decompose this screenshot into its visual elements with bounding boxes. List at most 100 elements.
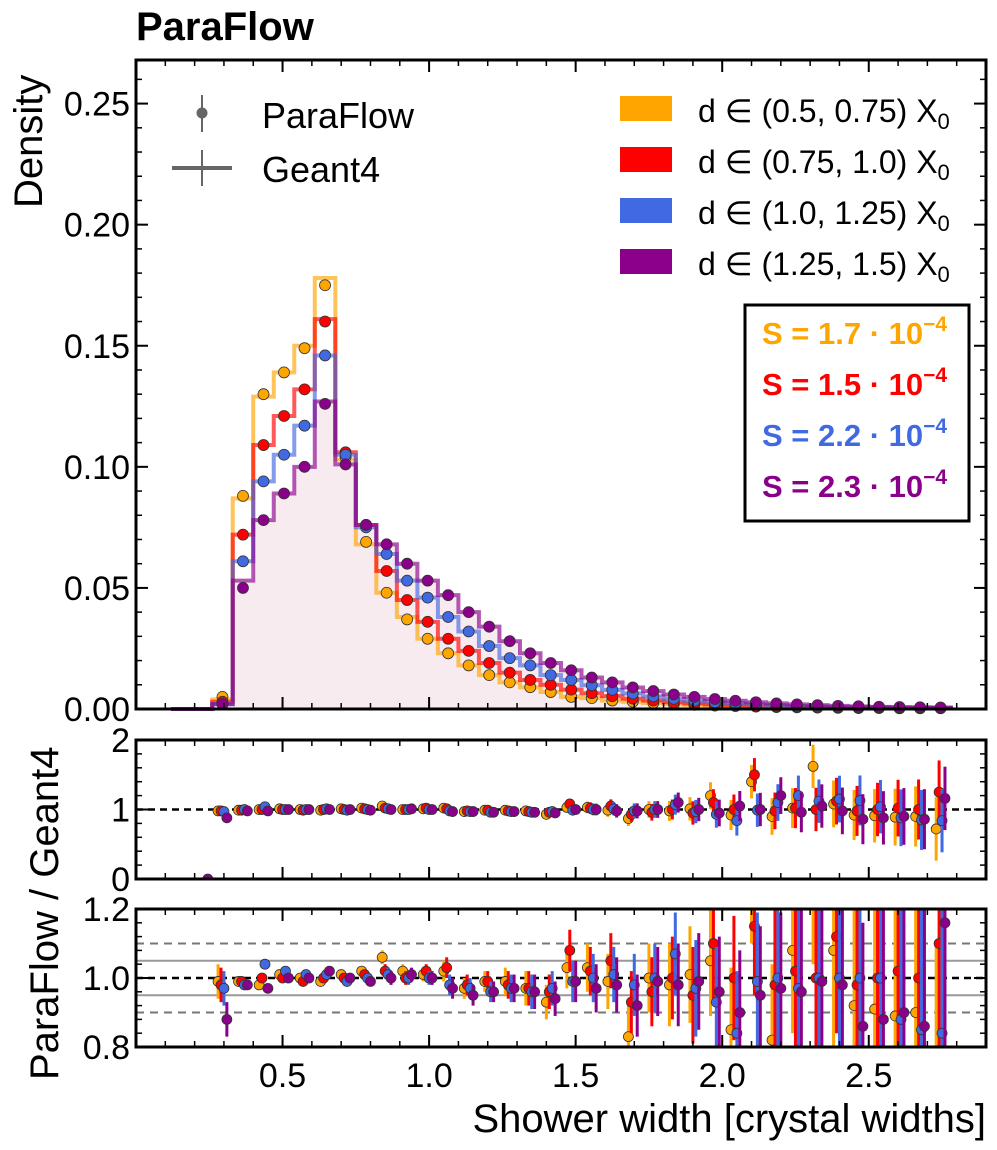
paraflow-point [462,606,475,619]
paraflow-point [442,647,455,660]
legend-x0-sub: 0 [938,211,950,236]
ratio-point [836,979,848,991]
paraflow-point [524,674,537,686]
svg-text:d ∈ (0.75, 1.0) X0: d ∈ (0.75, 1.0) X0 [698,144,950,185]
ratio-point [508,806,520,817]
ratio-point [611,805,623,817]
y-axis-label-main: Density [7,75,51,208]
ratio-point [795,986,807,998]
legend-d-prefix: d ∈ [698,246,761,282]
paraflow-point [914,701,926,714]
ratio-point [878,812,889,824]
ratio-point [836,805,848,817]
paraflow-point [421,615,434,628]
ratio-point [713,986,725,998]
ratio-point [939,917,951,929]
score-box: S = 1.7 · 10−4 S = 1.5 · 10−4 S = 2.2 · … [743,303,971,523]
y-tick-label: 0.00 [64,691,130,729]
legend-d-prefix: d ∈ [698,195,761,231]
score-orange: S = 1.7 · 10−4 [762,313,947,351]
paraflow-point [708,693,721,705]
paraflow-point [462,659,475,672]
paraflow-point [298,419,311,432]
swatch-orange [620,96,672,121]
axes-frame [134,58,988,711]
ratio-panel-zoom: 0.5 1.0 1.5 2.0 2.5 0.8 1.0 1.2 [83,891,988,1095]
ratio-point [256,972,268,984]
paraflow-point [298,460,311,473]
ratio-point [344,804,356,815]
paraflow-point [729,694,742,707]
paraflow-point [462,644,475,657]
legend-entry: d ∈ (1.25, 1.5) X0 [620,246,950,287]
legend-range: (0.75, 1.0) [761,144,907,180]
ratio-point [508,982,520,994]
paraflow-point [503,635,516,648]
paraflow-point [319,315,331,328]
swatch-purple [620,249,672,274]
ratio-point [529,986,541,998]
ratio-content [136,909,986,1047]
score-text: S = 2.2 · 10 [762,418,923,453]
paraflow-point [298,342,311,355]
paraflow-point [278,366,290,379]
svg-text:d ∈ (1.25, 1.5) X0: d ∈ (1.25, 1.5) X0 [698,246,950,287]
score-purple: S = 2.3 · 10−4 [762,466,947,504]
swatch-red [620,147,672,172]
legend-entry: d ∈ (0.75, 1.0) X0 [620,144,950,185]
main-panel: 0.00 0.05 0.10 0.15 0.20 0.25 [64,58,988,729]
score-exponent: −4 [923,415,947,438]
ratio-point [919,813,930,825]
ratio-point [631,1000,643,1011]
ratio-point [447,806,458,817]
ratio-point [816,976,828,987]
ratio-point [324,965,335,977]
paraflow-point [319,349,331,362]
score-text: S = 1.7 · 10 [762,316,923,351]
x-tick-label: 2.5 [845,1057,892,1095]
paraflow-point [565,664,578,677]
ratio-point [939,792,951,804]
paraflow-point [442,611,455,623]
x-tick-label: 0.5 [259,1057,306,1095]
ratio-point [623,1031,634,1043]
y-tick-label: 2 [111,722,130,760]
ratio-point [488,986,499,998]
ratio-point [549,993,561,1005]
y-tick-label: 0.15 [64,328,130,366]
paraflow-point [442,589,455,602]
ratio-point [652,976,664,987]
x-axis-label: Shower width [crystal widths] [472,1097,986,1141]
ratio-point [467,806,479,817]
ratio-point [376,951,388,963]
legend-range: (1.25, 1.5) [761,246,907,282]
ratio-point [467,989,479,1001]
ratio-point [447,982,458,994]
ratio-point [857,813,869,825]
svg-text:d ∈ (1.0, 1.25) X0: d ∈ (1.0, 1.25) X0 [698,195,950,236]
ratio-point [672,979,684,991]
ratio-point [426,804,438,815]
ratio-point [693,804,705,815]
y-axis-label-ratio: ParaFlow / Geant4 [23,747,67,1081]
ratio-point [816,800,828,812]
geant4-fill [171,401,951,709]
paraflow-point [298,383,311,396]
ratio-point [385,972,397,984]
paraflow-point [237,528,249,541]
ratio-point [898,1007,910,1018]
ratio-point [807,761,819,772]
score-exponent: −4 [923,364,947,387]
axes-frame [134,907,988,1049]
paraflow-point [278,487,290,500]
paraflow-point [688,690,701,703]
paraflow-point [401,613,414,626]
ratio-point [488,806,499,818]
ratio-point [857,1020,869,1032]
legend-x0: X [916,195,937,231]
ratio-point [919,1020,930,1032]
ratio-point [283,972,294,984]
paraflow-point [503,666,516,679]
paraflow-point [257,475,270,488]
ratio-point [262,805,274,817]
